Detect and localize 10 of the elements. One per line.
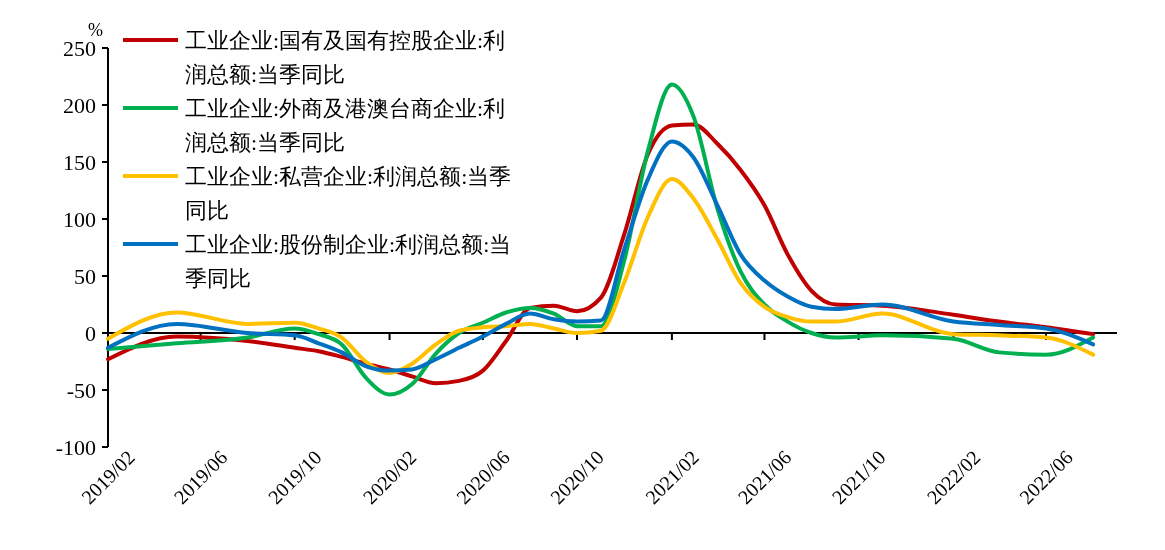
legend-label: 工业企业:股份制企业:利润总额:当季同比 [185, 232, 512, 291]
legend-label: 工业企业:私营企业:利润总额:当季同比 [185, 164, 512, 223]
y-tick-label: 150 [63, 149, 96, 175]
legend-label: 工业企业:外商及港澳台商企业:利润总额:当季同比 [185, 96, 506, 155]
y-tick-label: 100 [63, 206, 96, 232]
y-tick-label: -50 [66, 377, 96, 403]
y-tick-label: 0 [85, 320, 96, 346]
y-tick-label: 200 [63, 92, 96, 118]
legend-label: 工业企业:国有及国有控股企业:利润总额:当季同比 [185, 28, 506, 87]
y-tick-label: 50 [74, 263, 96, 289]
